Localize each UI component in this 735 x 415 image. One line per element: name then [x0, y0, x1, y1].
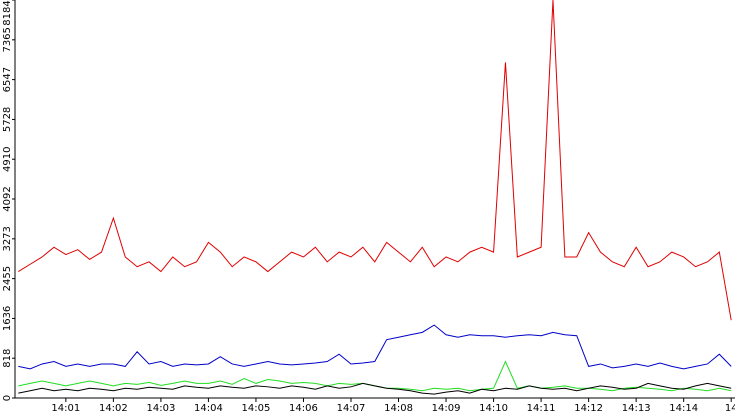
x-tick-label: 14:10: [479, 403, 508, 414]
series-line: [18, 382, 732, 395]
series-line: [18, 324, 732, 370]
x-tick-label: 14:04: [194, 403, 223, 414]
x-tick-label: 14:05: [242, 403, 271, 414]
x-tick-label: 14:13: [622, 403, 651, 414]
x-tick-label: 14:02: [99, 403, 128, 414]
y-tick-label: 6547: [2, 67, 13, 92]
x-tick-label: 14:07: [337, 403, 366, 414]
series-line: [18, 0, 732, 321]
x-tick-label: 14:01: [51, 403, 80, 414]
y-tick-label: 3273: [2, 226, 13, 251]
x-tick-label: 14:06: [289, 403, 318, 414]
x-tick-label: 14:11: [527, 403, 556, 414]
y-tick-label: 5728: [2, 107, 13, 132]
x-tick-label: 14:08: [384, 403, 413, 414]
x-tick-label: 14: [725, 403, 735, 414]
y-tick-label: 1636: [2, 306, 13, 331]
x-tick-label: 14:12: [574, 403, 603, 414]
y-tick-label: 818: [2, 349, 13, 368]
y-tick-label: 2455: [2, 266, 13, 291]
x-tick-label: 14:14: [669, 403, 698, 414]
x-tick-label: 14:03: [146, 403, 175, 414]
y-tick-label: 4092: [2, 186, 13, 211]
x-tick-label: 14:09: [432, 403, 461, 414]
y-tick-label: 0: [2, 395, 13, 401]
y-tick-label: 7365: [2, 27, 13, 52]
y-tick-label: 4910: [2, 146, 13, 171]
y-tick-label: 8184: [2, 0, 13, 25]
